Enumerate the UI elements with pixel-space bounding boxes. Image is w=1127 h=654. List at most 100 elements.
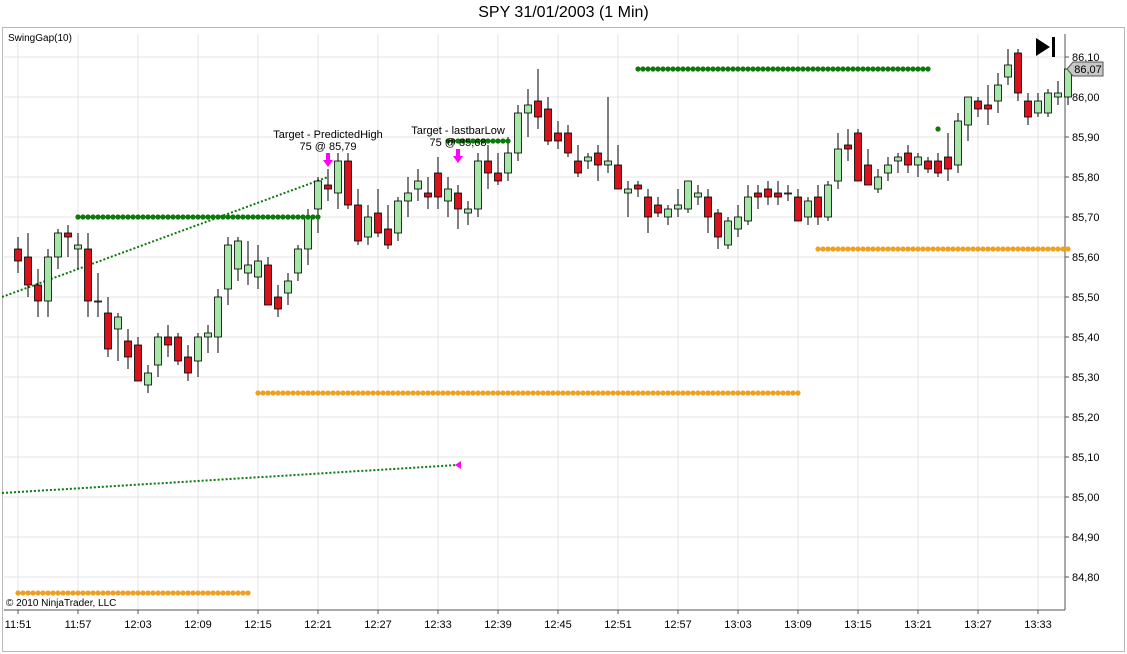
support-gap-dot <box>1055 246 1061 252</box>
support-gap-dot <box>970 246 976 252</box>
candle-down <box>1014 52 1022 94</box>
support-gap-dot <box>335 390 341 396</box>
support-gap-dot <box>615 390 621 396</box>
y-tick-label: 85,50 <box>1072 292 1100 304</box>
y-tick-label: 85,20 <box>1072 412 1100 424</box>
resistance-gap-dot <box>675 66 681 72</box>
candle-down <box>704 196 712 218</box>
resistance-gap-dot <box>695 66 701 72</box>
candle-up <box>314 180 322 210</box>
resistance-gap-dot <box>285 214 291 220</box>
candle-up <box>334 160 342 194</box>
candle-up <box>804 200 812 218</box>
support-gap-dot <box>1025 246 1031 252</box>
candle-up <box>474 160 482 210</box>
candle-up <box>114 316 122 330</box>
resistance-gap-dot <box>815 66 821 72</box>
resistance-gap-dot <box>310 214 316 220</box>
resistance-gap-dot <box>80 214 86 220</box>
support-gap-dot <box>635 390 641 396</box>
resistance-gap-dot <box>890 66 896 72</box>
support-gap-dot <box>595 390 601 396</box>
candle-up <box>734 216 742 230</box>
support-gap-dot <box>195 590 201 596</box>
support-gap-dot <box>425 390 431 396</box>
support-gap-dot <box>725 390 731 396</box>
resistance-gap-dot <box>250 214 256 220</box>
support-gap-dot <box>980 246 986 252</box>
support-gap-dot <box>790 390 796 396</box>
resistance-gap-dot <box>720 66 726 72</box>
support-gap-dot <box>245 590 251 596</box>
support-gap-dot <box>170 590 176 596</box>
support-gap-dot <box>690 390 696 396</box>
candle-up <box>504 152 512 174</box>
indicator-label: SwingGap(10) <box>8 33 72 44</box>
candle-down <box>344 160 352 206</box>
support-gap-dot <box>745 390 751 396</box>
y-tick-label: 85,90 <box>1072 132 1100 144</box>
candle-up <box>44 256 52 302</box>
candle-down <box>854 132 862 182</box>
support-gap-dot <box>610 390 616 396</box>
support-gap-dot <box>565 390 571 396</box>
x-tick-label: 13:15 <box>844 619 872 631</box>
resistance-gap-dot <box>905 66 911 72</box>
support-gap-dot <box>430 390 436 396</box>
support-gap-dot <box>795 390 801 396</box>
candle-down <box>864 164 872 186</box>
support-gap-dot <box>310 390 316 396</box>
support-gap-dot <box>925 246 931 252</box>
support-gap-dot <box>255 390 261 396</box>
support-gap-dot <box>675 390 681 396</box>
resistance-gap-dot <box>470 138 476 144</box>
support-gap-dot <box>30 590 36 596</box>
candle-down <box>64 232 72 238</box>
support-gap-dot <box>110 590 116 596</box>
support-gap-dot <box>935 246 941 252</box>
candle-down <box>324 184 332 190</box>
support-gap-dot <box>850 246 856 252</box>
target-label-name: Target - PredictedHigh <box>273 129 382 141</box>
resistance-gap-dot <box>835 66 841 72</box>
candle-up <box>914 156 922 166</box>
support-gap-dot <box>65 590 71 596</box>
support-gap-dot <box>880 246 886 252</box>
candle-up <box>204 332 212 338</box>
resistance-gap-dot <box>115 214 121 220</box>
candle-up <box>604 160 612 166</box>
scroll-to-end-icon[interactable] <box>1036 38 1050 56</box>
support-gap-dot <box>290 390 296 396</box>
support-gap-dot <box>330 390 336 396</box>
resistance-gap-dot <box>215 214 221 220</box>
resistance-gap-dot <box>75 214 81 220</box>
support-gap-dot <box>105 590 111 596</box>
resistance-gap-dot <box>485 138 491 144</box>
scroll-to-end-bar-icon[interactable] <box>1052 37 1055 57</box>
resistance-gap-dot <box>160 214 166 220</box>
resistance-gap-dot <box>275 214 281 220</box>
candle-down <box>534 100 542 118</box>
support-gap-dot <box>1045 246 1051 252</box>
resistance-gap-dot <box>880 66 886 72</box>
support-gap-dot <box>680 390 686 396</box>
resistance-gap-dot <box>235 214 241 220</box>
support-gap-dot <box>465 390 471 396</box>
support-gap-dot <box>340 390 346 396</box>
support-gap-dot <box>1010 246 1016 252</box>
resistance-gap-dot <box>120 214 126 220</box>
support-gap-dot <box>205 590 211 596</box>
support-gap-dot <box>815 246 821 252</box>
resistance-gap-dot <box>670 66 676 72</box>
support-gap-dot <box>460 390 466 396</box>
candle-up <box>284 280 292 294</box>
support-gap-dot <box>90 590 96 596</box>
support-gap-dot <box>660 390 666 396</box>
resistance-gap-dot <box>145 214 151 220</box>
resistance-gap-dot <box>140 214 146 220</box>
candle-down <box>924 160 932 170</box>
resistance-gap-dot <box>195 214 201 220</box>
support-gap-dot <box>545 390 551 396</box>
candle-down <box>454 192 462 210</box>
